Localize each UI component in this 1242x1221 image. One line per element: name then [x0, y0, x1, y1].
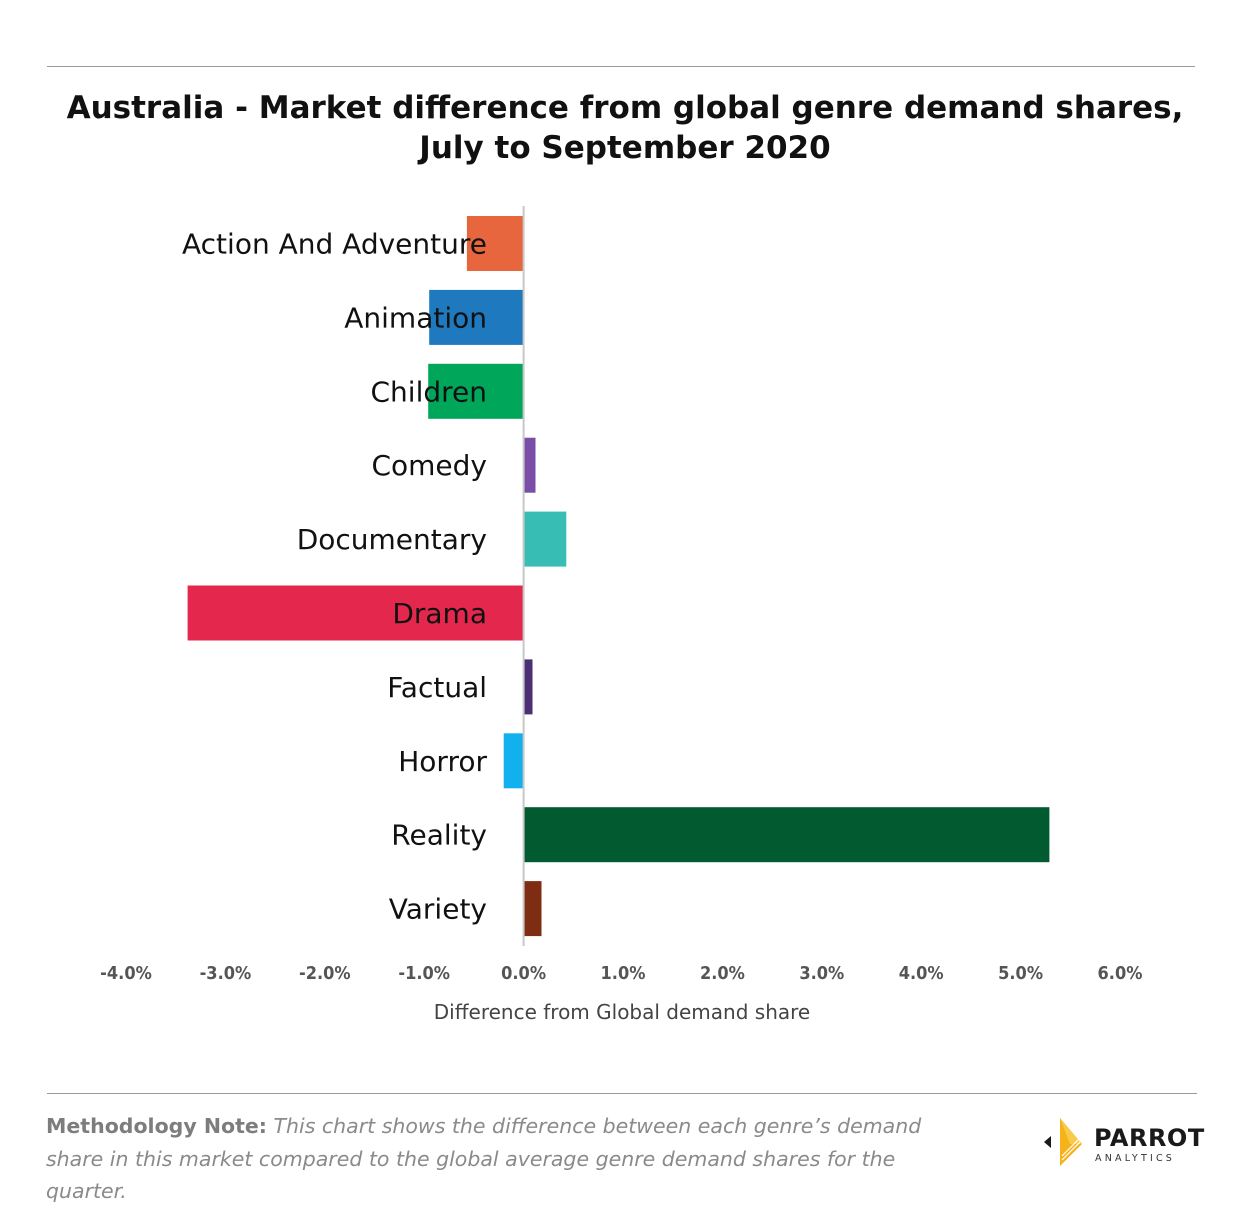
category-label-variety: Variety	[389, 893, 487, 926]
bar-comedy	[523, 437, 536, 493]
bar-documentary	[523, 511, 567, 567]
x-tick-label: 1.0%	[601, 963, 646, 984]
methodology-note: Methodology Note: This chart shows the d…	[46, 1110, 926, 1208]
x-tick-label: -4.0%	[100, 963, 152, 984]
chart-title: Australia - Market difference from globa…	[66, 90, 1184, 166]
category-label-animation: Animation	[344, 301, 487, 334]
bar-horror	[503, 733, 524, 789]
x-axis-title: Difference from Global demand share	[434, 1000, 810, 1024]
x-tick-label: 3.0%	[799, 963, 844, 984]
x-tick-label: 2.0%	[700, 963, 745, 984]
top-divider	[47, 66, 1195, 67]
bar-action-and-adventure	[466, 216, 524, 271]
parrot-logo-icon	[1044, 1118, 1082, 1166]
x-tick-label: -2.0%	[299, 963, 351, 984]
bar-chart: Action And Adventure Animation Children Com…	[100, 206, 1142, 1024]
category-label-drama: Drama	[392, 597, 487, 630]
x-tick-label: 4.0%	[899, 963, 944, 984]
x-tick-labels-layer: -4.0% -3.0% -2.0% -1.0% 0.0% 1.0% 2.0% 3.0% 4.0%…	[100, 963, 1142, 984]
bar-children	[428, 363, 524, 419]
category-label-action-and-adventure: Action And Adventure	[182, 228, 487, 261]
bar-reality	[523, 807, 1050, 863]
category-labels-layer: Action And Adventure Animation Children Com…	[182, 228, 487, 926]
bars-layer	[187, 216, 1050, 937]
bottom-divider	[47, 1093, 1197, 1094]
category-label-horror: Horror	[398, 745, 487, 778]
x-tick-label: 0.0%	[501, 963, 546, 984]
x-tick-label: -1.0%	[398, 963, 450, 984]
x-tick-label: 5.0%	[998, 963, 1043, 984]
bar-factual	[523, 659, 533, 715]
category-label-factual: Factual	[387, 671, 487, 704]
logo-subtitle: ANALYTICS	[1095, 1153, 1176, 1164]
methodology-note-label: Methodology Note:	[46, 1114, 267, 1138]
category-label-reality: Reality	[391, 819, 487, 852]
x-tick-label: 6.0%	[1098, 963, 1143, 984]
category-label-documentary: Documentary	[297, 523, 487, 556]
parrot-analytics-logo: PARROT ANALYTICS	[1040, 1116, 1204, 1168]
category-label-children: Children	[371, 375, 488, 408]
bar-variety	[523, 881, 542, 937]
methodology-note-text: This chart shows the difference between …	[46, 1114, 922, 1203]
bar-animation	[429, 289, 524, 345]
category-label-comedy: Comedy	[371, 449, 487, 482]
logo-wordmark: PARROT	[1094, 1124, 1205, 1152]
bar-drama	[187, 585, 524, 641]
x-tick-label: -3.0%	[200, 963, 252, 984]
